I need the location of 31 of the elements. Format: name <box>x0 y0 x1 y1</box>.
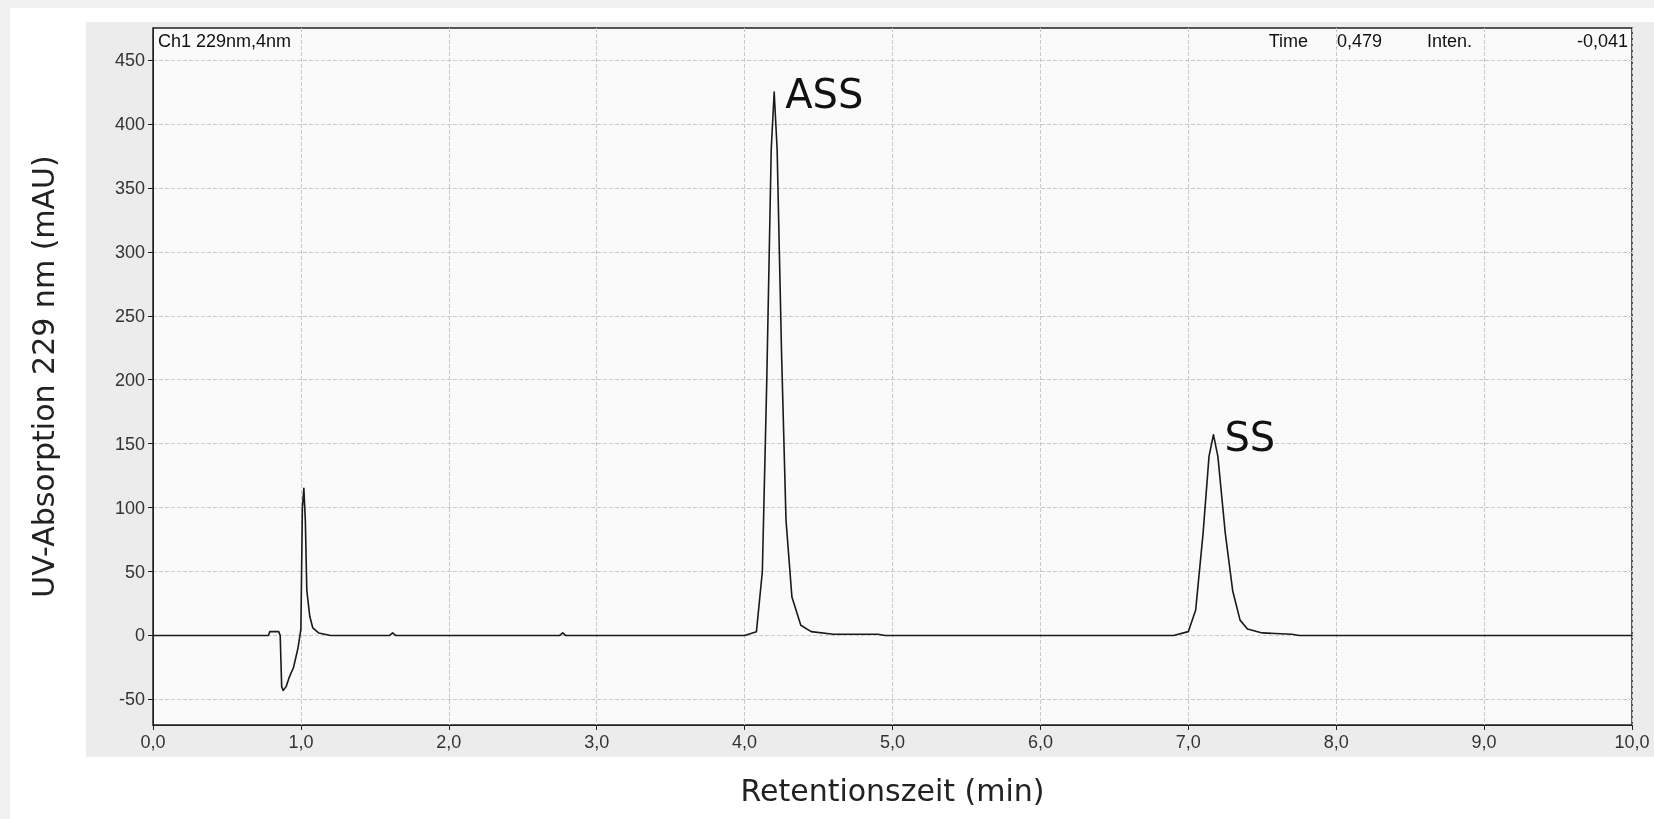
annotation: Ch1 229nm,4nm <box>158 31 292 51</box>
x-tick-label: 1,0 <box>288 732 314 752</box>
y-tick-label: -50 <box>118 689 145 710</box>
x-tick-label: 2,0 <box>436 732 462 752</box>
y-tick-label: 150 <box>114 433 145 454</box>
x-tick-label: 4,0 <box>732 732 758 752</box>
x-tick-label: 9,0 <box>1471 732 1497 752</box>
y-tick-label: 50 <box>124 561 145 582</box>
y-tick-label: 100 <box>114 497 145 518</box>
y-tick-label: 200 <box>114 369 145 390</box>
y-tick-label: 300 <box>114 241 145 262</box>
y-tick-label: 250 <box>114 305 145 326</box>
annotation: Inten. <box>1427 31 1473 51</box>
x-tick-label: 8,0 <box>1323 732 1349 752</box>
annotation: ASS <box>785 70 864 117</box>
y-tick-label: 400 <box>114 113 145 134</box>
annotation: Time <box>1268 31 1309 51</box>
x-axis-title: Retentionszeit (min) <box>740 772 1045 808</box>
y-tick-label: 450 <box>114 49 145 70</box>
x-tick-label: 7,0 <box>1175 732 1201 752</box>
x-tick-label: 6,0 <box>1027 732 1053 752</box>
annotation: SS <box>1224 413 1276 460</box>
x-tick-label: 5,0 <box>879 732 906 752</box>
y-axis-title: UV-Absorption 229 nm (mAU) <box>25 155 61 598</box>
annotation: 0,479 <box>1337 31 1383 51</box>
x-tick-label: 10,0 <box>1614 732 1650 752</box>
x-tick-label: 0,0 <box>140 732 166 752</box>
y-tick-label: 350 <box>114 177 145 198</box>
annotation: -0,041 <box>1576 31 1629 51</box>
x-tick-label: 3,0 <box>584 732 610 752</box>
y-tick-label: 0 <box>134 625 145 646</box>
